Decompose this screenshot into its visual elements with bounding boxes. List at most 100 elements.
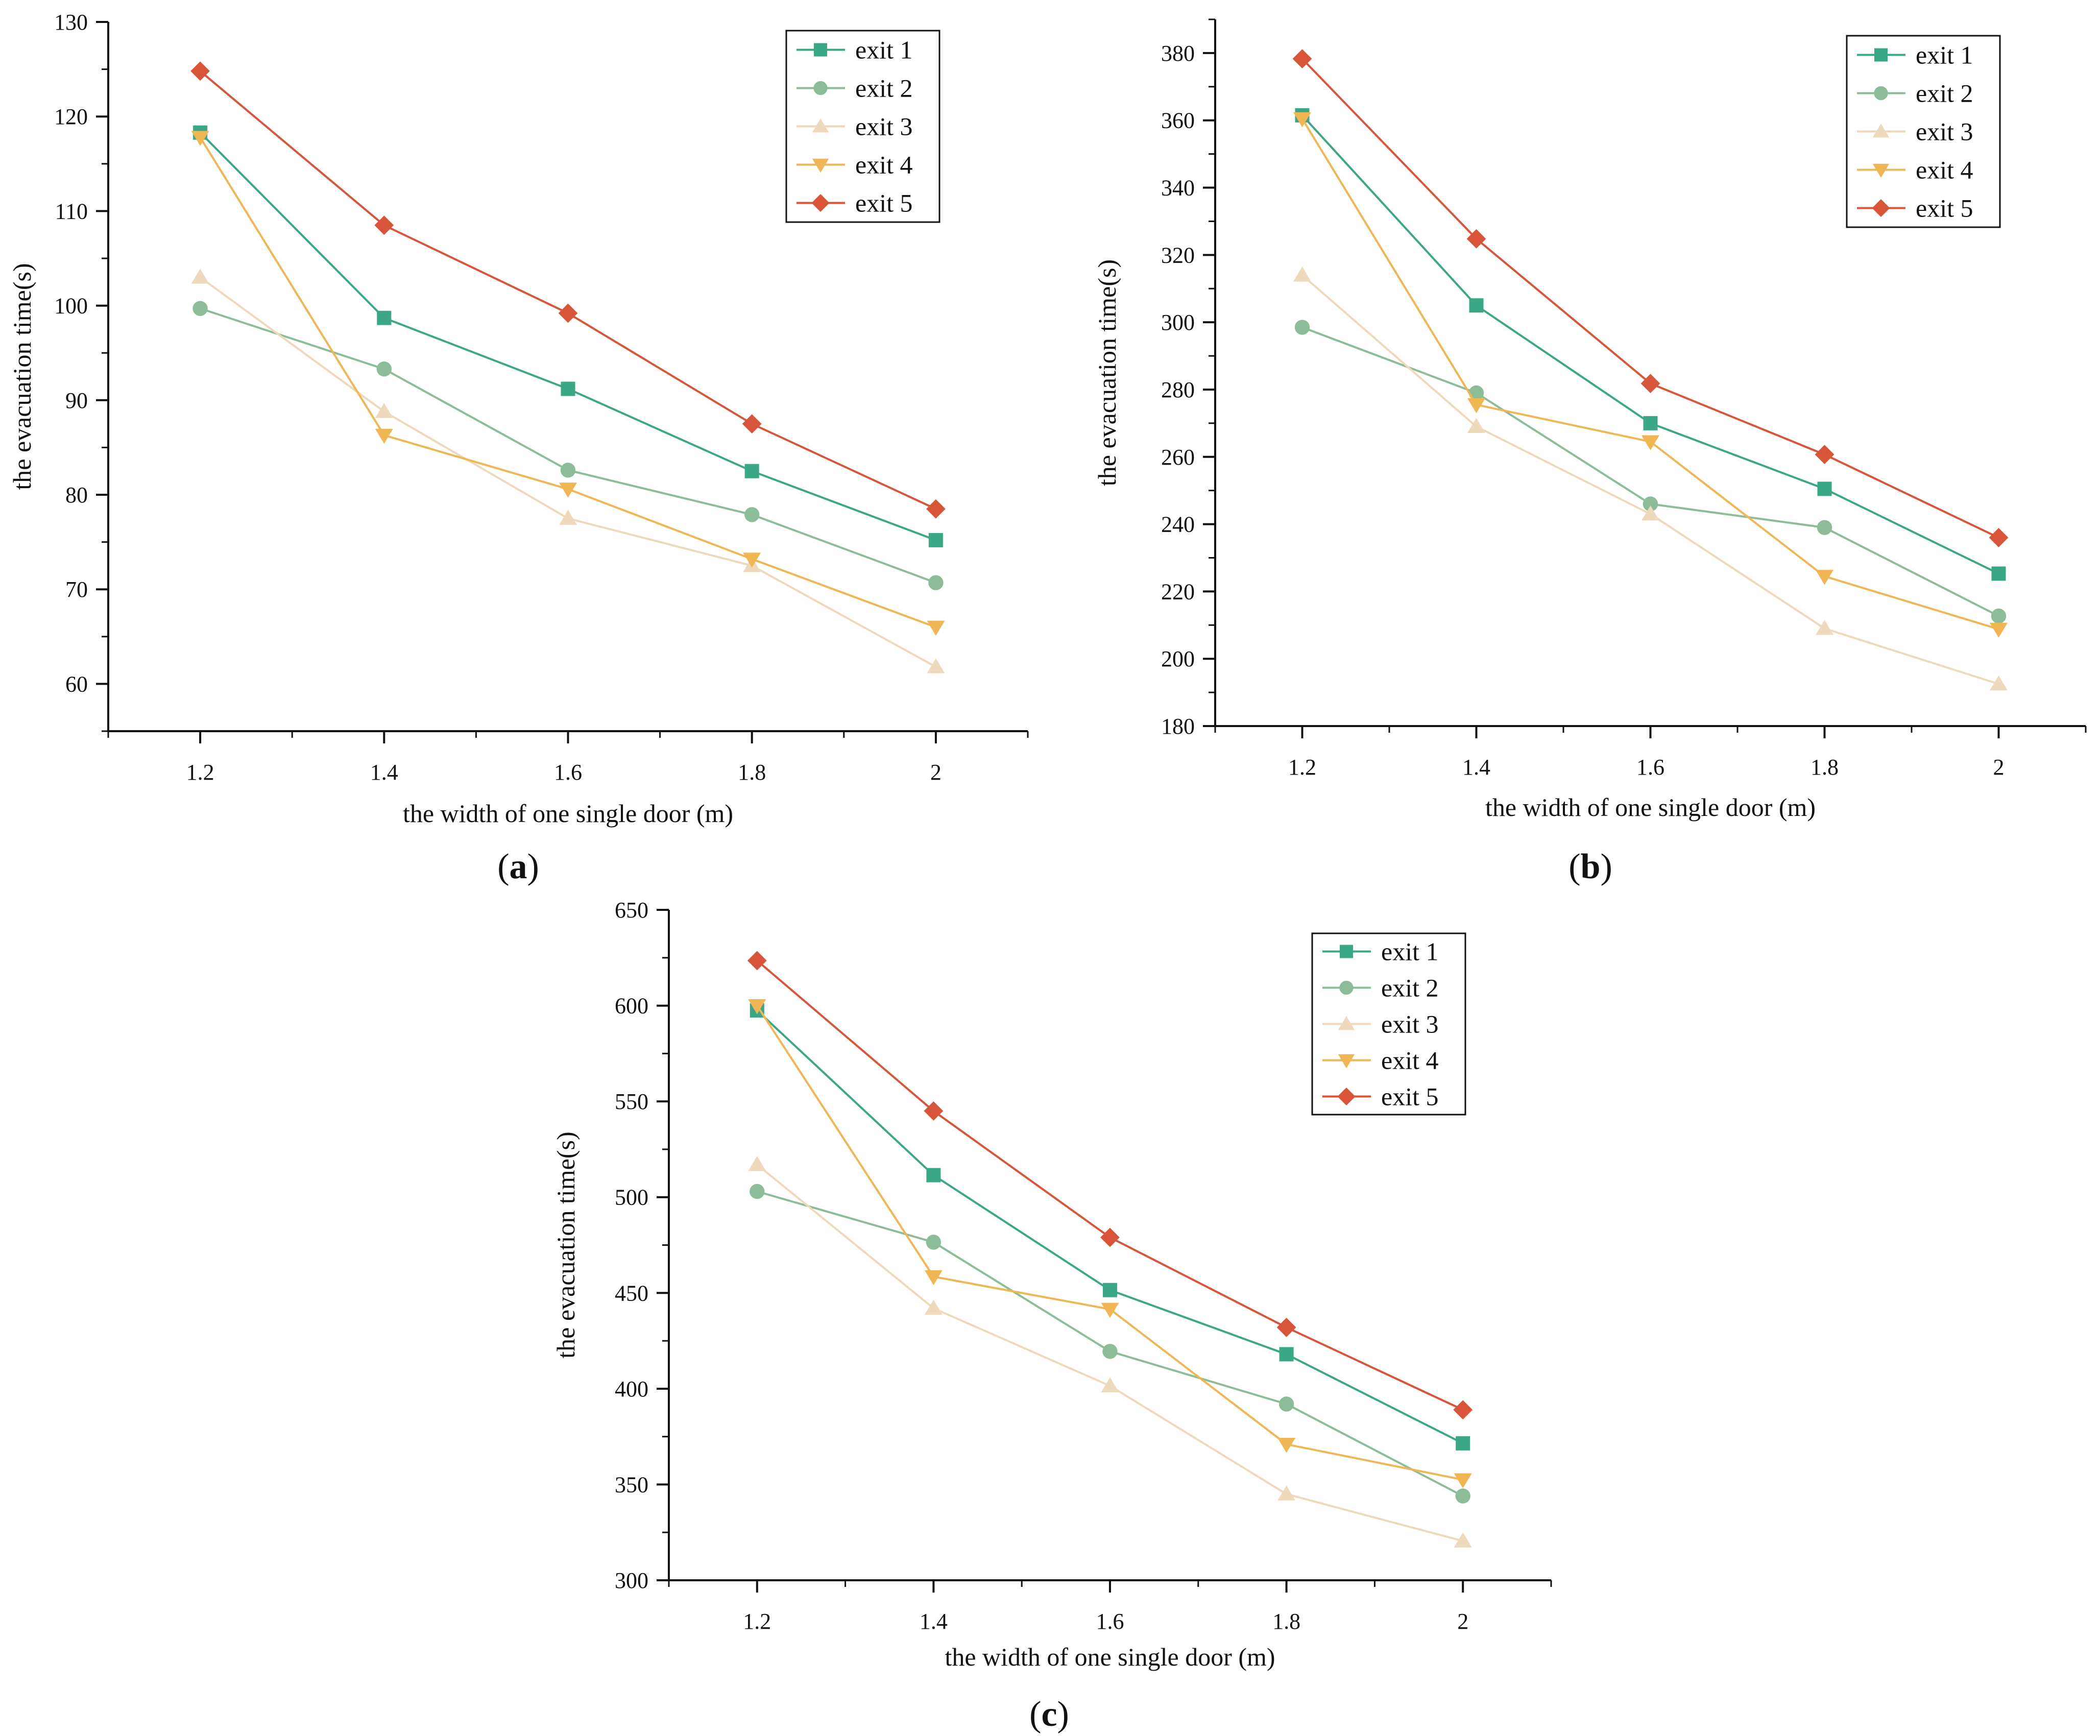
x-tick-label: 1.8 <box>1272 1609 1300 1634</box>
data-point <box>1469 298 1484 313</box>
legend-item: exit 4 <box>1857 156 1973 184</box>
y-tick-label: 100 <box>54 294 88 319</box>
series-exit-2 <box>1294 320 2007 624</box>
legend-marker <box>812 158 829 173</box>
data-point <box>374 215 394 235</box>
panel-letter: b <box>1581 847 1601 886</box>
legend-item: exit 2 <box>1322 974 1438 1002</box>
data-point <box>743 552 761 568</box>
y-tick-label: 400 <box>615 1377 648 1402</box>
y-tick-label: 110 <box>55 199 88 224</box>
legend-marker <box>1874 86 1888 101</box>
data-point <box>1103 1283 1117 1297</box>
legend-item: exit 5 <box>1857 194 1973 223</box>
y-axis-label: the evacuation time(s) <box>551 1131 580 1358</box>
legend: exit 1 exit 2 exit 3 exit 4 exit 5 <box>1311 932 1466 1116</box>
series-exit-2 <box>192 301 944 590</box>
legend-item: exit 4 <box>796 151 912 179</box>
legend-marker <box>813 81 828 95</box>
data-point <box>1991 566 2006 581</box>
series-line <box>200 307 936 584</box>
data-point <box>1101 1377 1119 1392</box>
series-exit-3 <box>191 269 945 673</box>
x-tick-label: 1.4 <box>370 760 398 785</box>
x-tick-label: 1.8 <box>1811 755 1839 780</box>
series-exit-4 <box>748 999 1472 1488</box>
series-exit-2 <box>750 1184 1470 1504</box>
legend-label: exit 1 <box>1381 937 1438 966</box>
legend-item: exit 4 <box>1322 1046 1438 1075</box>
data-point <box>1466 229 1486 249</box>
legend-marker <box>812 118 829 133</box>
panel-caption: (a) <box>497 847 539 886</box>
data-point <box>744 507 760 522</box>
x-axis-label: the width of one single door (m) <box>945 1643 1275 1671</box>
y-tick-label: 260 <box>1161 445 1195 470</box>
data-point <box>1467 418 1485 433</box>
legend-marker <box>1337 1087 1356 1106</box>
legend-label: exit 5 <box>1916 194 1973 223</box>
data-point <box>748 1156 766 1171</box>
y-tick-label: 360 <box>1161 108 1195 133</box>
data-point <box>1100 1227 1120 1247</box>
chart-panel-a: 60 70 80 90 100 110 120 130 1.2 1.4 1.6 1.8 2 the wid… <box>8 10 1029 886</box>
x-tick-label: 1.6 <box>554 760 582 785</box>
x-tick-label: 1.6 <box>1096 1609 1124 1634</box>
data-point <box>1455 1488 1470 1504</box>
data-point <box>1294 320 1310 335</box>
legend-item: exit 2 <box>796 74 912 103</box>
y-tick-label: 130 <box>54 10 88 35</box>
legend-label: exit 4 <box>1916 156 1973 184</box>
x-tick-label: 1.2 <box>743 1609 771 1634</box>
data-point <box>560 463 576 478</box>
series-exit-3 <box>1293 267 2008 691</box>
data-point <box>1293 112 1311 128</box>
legend-marker <box>1874 48 1888 62</box>
series-exit-1 <box>1295 108 2006 581</box>
data-point <box>1454 1532 1472 1548</box>
data-point <box>376 361 392 377</box>
legend-label: exit 5 <box>1381 1082 1438 1111</box>
x-tick-label: 1.2 <box>186 760 214 785</box>
data-point <box>742 414 762 433</box>
legend-item: exit 1 <box>1322 937 1438 966</box>
x-tick-label: 2 <box>930 760 942 785</box>
y-tick-label: 280 <box>1161 377 1195 402</box>
legend-label: exit 4 <box>1381 1046 1438 1075</box>
legend-item: exit 2 <box>1857 79 1973 108</box>
data-point <box>750 1184 765 1199</box>
data-point <box>928 533 943 547</box>
data-point <box>927 658 945 673</box>
legend-item: exit 3 <box>1322 1010 1438 1039</box>
data-point <box>747 951 767 971</box>
legend-item: exit 3 <box>1857 117 1973 146</box>
data-point <box>928 575 944 590</box>
y-tick-label: 120 <box>54 104 88 129</box>
chart-panel-c: 300 350 400 450 500 550 600 650 1.2 1.4 1.6 1.8 2 the… <box>551 898 1552 1734</box>
data-point <box>1817 481 1832 496</box>
data-point <box>926 499 946 519</box>
data-point <box>924 1299 943 1315</box>
legend-label: exit 3 <box>1916 117 1973 146</box>
data-point <box>1468 385 1484 401</box>
legend: exit 1 exit 2 exit 3 exit 4 exit 5 <box>1846 35 2001 228</box>
y-tick-label: 80 <box>65 483 88 508</box>
data-point <box>558 303 578 323</box>
series-exit-5 <box>1292 49 2009 547</box>
data-point <box>1991 608 2007 624</box>
data-point <box>1643 496 1658 512</box>
series-line <box>1301 274 1999 685</box>
series-exit-4 <box>191 131 945 636</box>
legend-marker <box>814 43 827 57</box>
legend-item: exit 5 <box>796 189 912 218</box>
y-tick-label: 300 <box>615 1568 648 1593</box>
data-point <box>926 1235 942 1250</box>
data-point <box>1277 1438 1296 1453</box>
y-tick-label: 350 <box>615 1472 648 1497</box>
series-exit-3 <box>748 1156 1472 1548</box>
data-point <box>1278 1396 1294 1412</box>
series-exit-5 <box>747 951 1473 1420</box>
legend-marker <box>1338 1016 1355 1030</box>
